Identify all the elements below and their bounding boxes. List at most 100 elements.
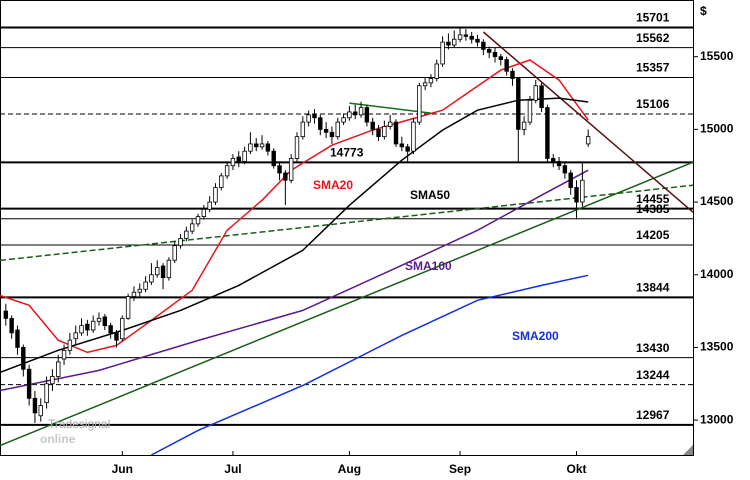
candle-body <box>481 41 486 50</box>
trendline <box>0 161 694 447</box>
watermark: online <box>40 432 76 446</box>
candle-body <box>213 187 218 203</box>
candle-body <box>125 296 131 319</box>
candle-body <box>580 179 585 203</box>
candle-body <box>160 265 166 279</box>
candle-body <box>137 288 142 293</box>
level-label: 14385 <box>636 202 670 216</box>
y-tick-label: 15000 <box>700 122 734 136</box>
candle-body <box>434 63 439 79</box>
level-label: 15106 <box>636 97 670 111</box>
candle-body <box>102 316 108 327</box>
candle-body <box>219 175 224 188</box>
corner-mark <box>683 445 693 455</box>
candle-body <box>498 56 504 61</box>
level-label: 14773 <box>330 146 364 160</box>
candle-body <box>318 117 323 130</box>
candle-body <box>90 320 96 331</box>
candle-body <box>73 332 78 340</box>
candle-body <box>155 267 160 276</box>
sma-label: SMA200 <box>512 329 559 343</box>
candle-body <box>44 383 49 404</box>
candle-body <box>440 41 445 65</box>
candle-body <box>224 165 230 177</box>
plot-frame <box>0 0 694 456</box>
sma-label: SMA50 <box>410 188 450 202</box>
candle-body <box>335 121 340 138</box>
candle-body <box>353 111 358 116</box>
candle-body <box>411 121 416 152</box>
candle-body <box>347 111 352 119</box>
candle-body <box>67 339 73 351</box>
level-label: 13244 <box>636 368 670 382</box>
level-label: 15562 <box>636 31 670 45</box>
level-label: 13430 <box>636 341 670 355</box>
candle-body <box>201 208 207 217</box>
x-tick-label: Aug <box>338 462 361 476</box>
candle-body <box>288 158 294 181</box>
candle-body <box>393 121 399 145</box>
candle-body <box>283 172 288 181</box>
candle-body <box>341 117 346 123</box>
candle-body <box>114 332 119 341</box>
candle-body <box>527 99 533 123</box>
candle-body <box>323 128 329 133</box>
candle-body <box>562 165 568 174</box>
candle-body <box>26 368 32 399</box>
sma-label: SMA20 <box>313 178 353 192</box>
candle-body <box>545 107 550 159</box>
candles <box>3 27 591 424</box>
candle-body <box>516 78 521 130</box>
y-tick-label: 13000 <box>700 412 734 426</box>
candle-body <box>9 317 14 334</box>
candle-body <box>486 49 492 53</box>
candle-body <box>294 136 300 159</box>
candle-body <box>79 325 84 334</box>
level-label: 14205 <box>636 228 670 242</box>
candle-body <box>178 238 183 247</box>
candle-body <box>61 349 67 360</box>
x-tick-label: Sep <box>449 462 471 476</box>
candle-body <box>312 114 317 119</box>
candle-body <box>533 85 538 101</box>
x-tick-label: Jun <box>112 462 133 476</box>
candle-body <box>521 121 527 130</box>
watermark: Tradesignal <box>48 417 110 431</box>
candle-body <box>236 156 241 162</box>
level-label: 13844 <box>636 281 670 295</box>
candle-body <box>364 107 370 123</box>
candle-body <box>510 70 515 79</box>
trendline <box>482 31 694 213</box>
candle-body <box>149 274 154 283</box>
candle-body <box>143 281 148 290</box>
candle-body <box>405 146 410 152</box>
candle-body <box>329 131 335 138</box>
candle-body <box>265 143 271 152</box>
candle-body <box>56 361 61 377</box>
y-tick-label: 14000 <box>700 267 734 281</box>
candle-body <box>574 187 579 203</box>
candle-body <box>504 59 509 72</box>
x-tick-label: Jul <box>224 462 241 476</box>
candle-body <box>85 323 90 331</box>
candle-body <box>195 216 201 225</box>
sma-line <box>151 274 589 456</box>
candle-body <box>207 201 212 210</box>
candle-body <box>38 405 43 417</box>
candle-body <box>358 107 364 116</box>
candle-body <box>21 347 26 370</box>
level-label: 14455 <box>636 192 670 206</box>
x-tick-label: Okt <box>567 462 587 476</box>
candle-body <box>492 51 498 58</box>
candle-body <box>556 160 562 167</box>
candle-body <box>475 38 480 43</box>
candle-body <box>387 121 393 127</box>
candle-body <box>50 376 55 385</box>
level-label: 15701 <box>636 11 670 25</box>
candle-body <box>463 34 469 37</box>
candle-body <box>166 259 172 279</box>
candle-body <box>399 143 405 148</box>
candle-body <box>539 85 544 108</box>
candle-body <box>120 317 125 340</box>
